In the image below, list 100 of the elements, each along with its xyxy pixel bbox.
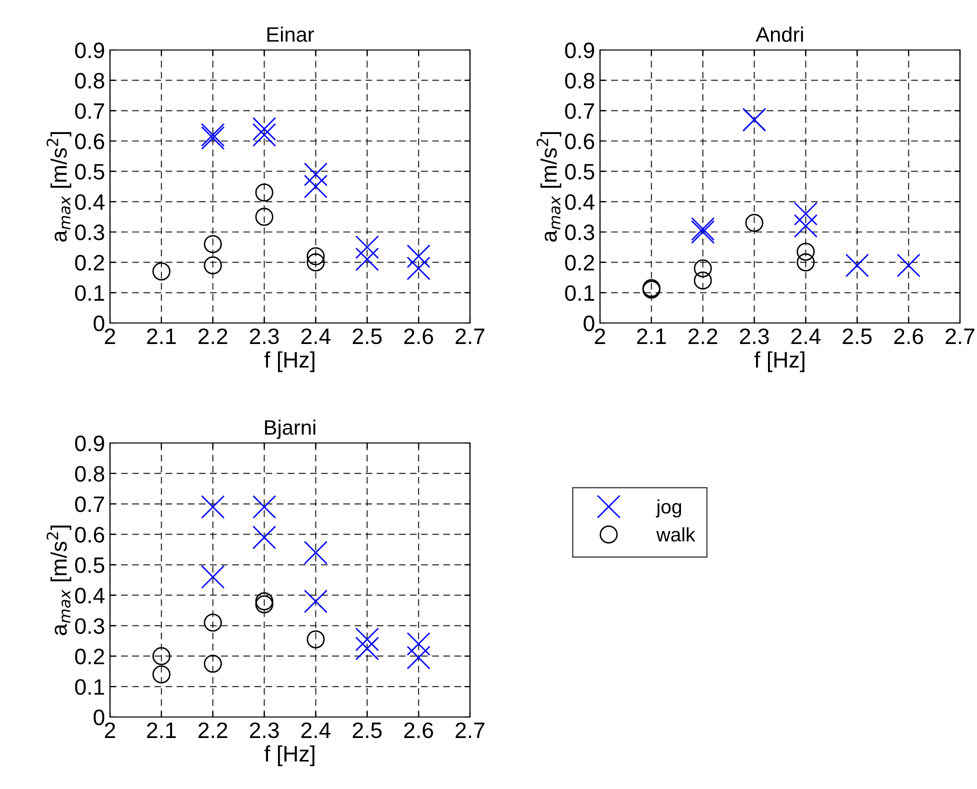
- y-tick-label: 0.4: [75, 194, 104, 210]
- x-tick-label: 2.1: [147, 328, 176, 344]
- y-tick-label: 0.7: [75, 103, 104, 119]
- x-tick-label: 2.6: [404, 722, 434, 738]
- point: [406, 632, 430, 656]
- point: [796, 253, 815, 272]
- point: [694, 272, 712, 290]
- point: [204, 235, 222, 254]
- point: [306, 247, 325, 266]
- point: [304, 162, 328, 186]
- x-tick-label: 2.5: [352, 722, 382, 738]
- x-tick-label: 2.2: [688, 328, 718, 344]
- point: [355, 636, 379, 660]
- x-tick-label: 2.1: [147, 722, 176, 738]
- point: [255, 592, 274, 610]
- x-axis-title: f [Hz]: [754, 351, 804, 372]
- y-tick-label: 0.8: [75, 466, 104, 482]
- point: [201, 565, 225, 589]
- point: [252, 495, 276, 519]
- point: [152, 665, 170, 684]
- legend-label: jog: [656, 499, 682, 518]
- point: [201, 495, 225, 519]
- point: [355, 247, 379, 272]
- x-axis-title: f [Hz]: [264, 745, 314, 766]
- y-tick-label: 0.9: [75, 436, 104, 452]
- chart-title: Andri: [756, 26, 803, 42]
- x-tick-label: 2: [104, 328, 116, 344]
- y-tick-label: 0: [94, 710, 104, 726]
- point: [745, 214, 764, 232]
- y-axis-title: a$_{max}$ [m/s$^{2}$]: [46, 132, 72, 242]
- y-tick-label: 0.3: [75, 618, 104, 634]
- point: [204, 256, 222, 274]
- x-tick-label: 2.1: [637, 328, 666, 344]
- point: [406, 256, 430, 280]
- y-tick-label: 0.2: [565, 254, 594, 271]
- y-tick-label: 0.4: [75, 588, 104, 604]
- point: [252, 123, 276, 147]
- y-tick-label: 0.3: [75, 224, 104, 240]
- y-tick-label: 0.6: [75, 526, 104, 543]
- y-tick-label: 0.8: [565, 72, 594, 89]
- y-tick-label: 0.5: [75, 164, 104, 180]
- x-tick-label: 2.5: [352, 328, 382, 344]
- point: [255, 595, 274, 614]
- x-tick-label: 2.5: [842, 328, 872, 344]
- y-tick-label: 0.4: [565, 194, 594, 210]
- y-tick-label: 0.5: [565, 164, 594, 180]
- x-tick-label: 2.2: [198, 722, 228, 738]
- x-tick-label: 2.2: [198, 328, 228, 344]
- y-tick-label: 0.1: [75, 285, 104, 301]
- point: [406, 646, 430, 670]
- y-tick-label: 0: [584, 316, 594, 332]
- x-tick-label: 2: [104, 722, 116, 738]
- y-tick-label: 0.1: [75, 679, 104, 695]
- x-tick-label: 2.7: [946, 328, 974, 344]
- y-tick-label: 0.9: [565, 42, 594, 58]
- x-tick-label: 2.7: [456, 722, 484, 738]
- y-tick-label: 0.2: [75, 254, 104, 271]
- y-tick-label: 0.2: [75, 648, 104, 664]
- x-tick-label: 2.6: [894, 328, 924, 344]
- point: [152, 262, 170, 280]
- y-tick-label: 0.9: [75, 42, 104, 58]
- point: [204, 614, 222, 632]
- point: [406, 244, 430, 268]
- point: [355, 235, 379, 259]
- y-tick-label: 0.8: [75, 72, 104, 89]
- point: [306, 253, 325, 272]
- point: [304, 590, 328, 614]
- x-tick-label: 2.3: [250, 722, 279, 738]
- point: [304, 540, 328, 564]
- point: [204, 654, 222, 673]
- point: [306, 630, 325, 648]
- x-tick-label: 2.4: [791, 328, 821, 344]
- y-tick-label: 0.7: [75, 496, 104, 512]
- x-tick-label: 2.4: [301, 328, 331, 344]
- x-tick-label: 2.6: [404, 328, 434, 344]
- y-tick-label: 0: [94, 316, 104, 332]
- point: [845, 254, 869, 278]
- x-tick-label: 2.7: [456, 328, 484, 344]
- point: [252, 526, 276, 550]
- point: [794, 214, 818, 238]
- point: [255, 208, 274, 226]
- x-tick-label: 2: [594, 328, 606, 344]
- y-tick-label: 0.5: [75, 557, 104, 574]
- y-tick-label: 0.1: [565, 285, 594, 301]
- x-tick-label: 2.3: [250, 328, 279, 344]
- x-tick-label: 2.3: [740, 328, 769, 344]
- y-axis-title: a$_{max}$ [m/s$^{2}$]: [46, 526, 72, 636]
- x-tick-label: 2.4: [301, 722, 331, 738]
- legend-label: walk: [656, 527, 696, 542]
- y-axis-title: a$_{max}$ [m/s$^{2}$]: [536, 132, 562, 242]
- point: [355, 628, 379, 652]
- y-tick-label: 0.6: [75, 134, 104, 150]
- point: [304, 174, 328, 198]
- y-tick-label: 0.6: [565, 134, 594, 150]
- chart-title: Bjarni: [265, 420, 316, 439]
- point: [796, 242, 815, 261]
- point: [896, 254, 920, 278]
- point: [255, 184, 274, 202]
- point: [252, 117, 276, 141]
- x-axis-title: f [Hz]: [264, 351, 314, 372]
